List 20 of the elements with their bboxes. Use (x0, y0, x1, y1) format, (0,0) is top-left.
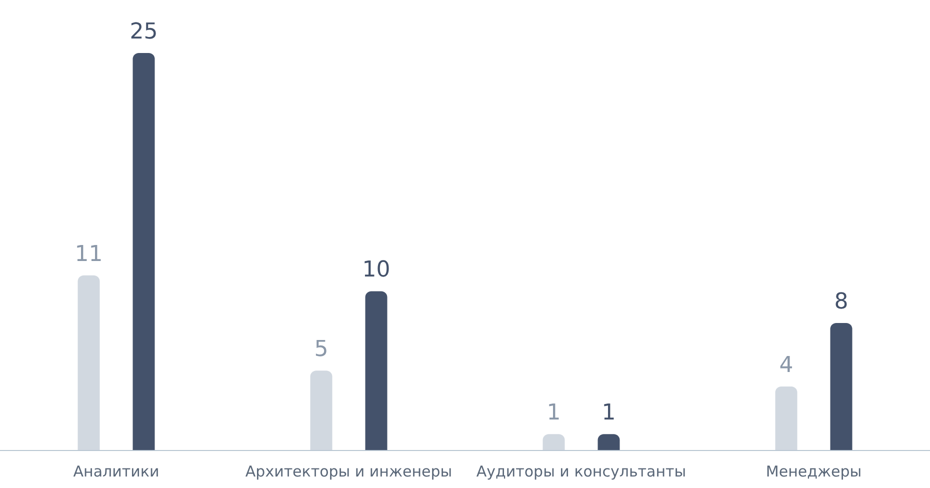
bar (542, 434, 565, 450)
data-label: 1 (602, 400, 616, 426)
bar (598, 434, 620, 450)
bar (78, 275, 100, 450)
bar (775, 386, 798, 450)
data-label: 11 (74, 242, 103, 267)
data-label: 4 (779, 352, 794, 378)
bar (310, 370, 332, 450)
bar (365, 291, 388, 450)
x-tick-label: Аудиторы и консультанты (476, 462, 686, 480)
x-tick-label: Менеджеры (766, 462, 862, 480)
data-label: 8 (834, 289, 848, 314)
data-label: 1 (546, 400, 561, 426)
data-label: 10 (362, 258, 390, 283)
data-label: 25 (130, 20, 158, 44)
data-label: 5 (314, 337, 328, 362)
bar (830, 322, 852, 450)
x-tick-label: Аналитики (73, 462, 160, 480)
x-tick-label: Архитекторы и инженеры (245, 462, 452, 480)
bar (132, 53, 155, 450)
